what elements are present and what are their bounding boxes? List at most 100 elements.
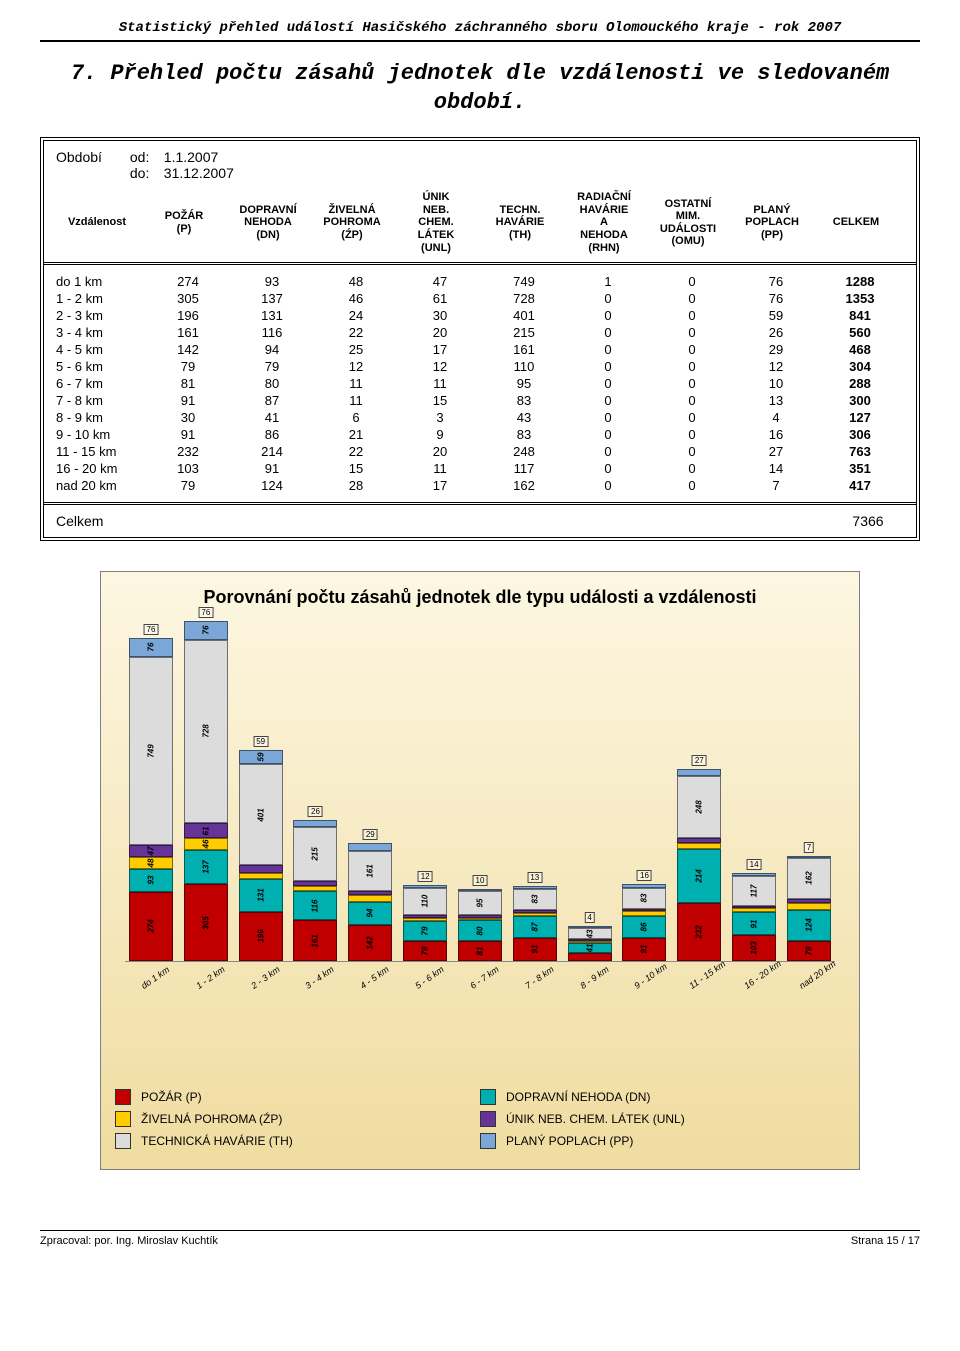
table-total-row: Celkem 7366: [44, 505, 916, 537]
row-cell: 110: [482, 359, 566, 374]
row-cell: 10: [734, 376, 818, 391]
row-cell: 14: [734, 461, 818, 476]
chart-bar-segment: 728: [184, 640, 228, 823]
row-cell: 0: [566, 291, 650, 306]
row-cell: 17: [398, 342, 482, 357]
row-cell: 12: [398, 359, 482, 374]
page-header: Statistický přehled událostí Hasičského …: [40, 20, 920, 42]
chart-segment-label: 94: [366, 909, 375, 918]
period-to-label: do:: [130, 165, 160, 181]
chart-top-label: 76: [198, 607, 213, 618]
row-cell: 91: [230, 461, 314, 476]
chart-bar-segment: 47: [129, 845, 173, 857]
row-label: 1 - 2 km: [52, 291, 146, 306]
chart-title: Porovnání počtu zásahů jednotek dle typu…: [115, 586, 845, 609]
row-cell: 61: [398, 291, 482, 306]
chart-xlabels: do 1 km1 - 2 km2 - 3 km3 - 4 km4 - 5 km5…: [125, 968, 835, 996]
chart-bar-segment: 749: [129, 657, 173, 845]
chart-top-label: 13: [527, 872, 542, 883]
chart-bar-segment: [568, 926, 612, 928]
chart-segment-label: 232: [695, 925, 704, 938]
chart-bar-segment: [293, 886, 337, 892]
row-cell: 11: [398, 461, 482, 476]
row-cell: 215: [482, 325, 566, 340]
chart-segment-label: 86: [640, 923, 649, 932]
legend-label: ŽIVELNÁ POHROMA (ŹP): [141, 1112, 282, 1126]
chart-segment-label: 110: [421, 895, 430, 908]
period-to: 31.12.2007: [164, 165, 234, 181]
row-cell: 162: [482, 478, 566, 493]
row-cell: 0: [650, 461, 734, 476]
chart-top-label: 16: [637, 870, 652, 881]
chart-top-label: 76: [144, 624, 159, 635]
row-cell: 9: [398, 427, 482, 442]
row-cell: 12: [314, 359, 398, 374]
row-cell: 0: [566, 427, 650, 442]
period-block: Období od: 1.1.2007 do: 31.12.2007: [44, 141, 916, 185]
row-cell: 0: [650, 359, 734, 374]
chart-bar-segment: 61: [184, 823, 228, 838]
row-cell: 26: [734, 325, 818, 340]
chart-bar-segment: 59: [239, 750, 283, 765]
chart-bar-segment: [568, 941, 612, 943]
chart-segment-label: 83: [530, 895, 539, 904]
chart-bar-segment: 76: [129, 638, 173, 657]
row-cell: 137: [230, 291, 314, 306]
row-cell: 81: [146, 376, 230, 391]
chart-bar-segment: 93: [129, 869, 173, 892]
row-cell: 79: [146, 478, 230, 493]
chart-segment-label: 137: [201, 860, 210, 873]
chart-segment-label: 83: [640, 894, 649, 903]
chart-segment-label: 59: [256, 753, 265, 762]
row-cell: 86: [230, 427, 314, 442]
row-cell: 94: [230, 342, 314, 357]
row-cell: 0: [566, 461, 650, 476]
row-cell: 0: [650, 325, 734, 340]
table-row: 9 - 10 km9186219830016306: [52, 426, 908, 443]
chart-bar-segment: [239, 873, 283, 879]
row-label: nad 20 km: [52, 478, 146, 493]
page-footer: Zpracoval: por. Ing. Miroslav Kuchtík St…: [40, 1230, 920, 1247]
chart-bar-segment: 248: [677, 776, 721, 838]
row-cell: 59: [734, 308, 818, 323]
row-cell: 20: [398, 444, 482, 459]
chart-segment-label: 87: [530, 923, 539, 932]
row-cell: 43: [482, 410, 566, 425]
chart-segment-label: 93: [147, 876, 156, 885]
chart-bar-segment: [513, 913, 557, 916]
table-row: 11 - 15 km23221422202480027763: [52, 443, 908, 460]
legend-item: DOPRAVNÍ NEHODA (DN): [480, 1089, 845, 1105]
legend-label: TECHNICKÁ HAVÁRIE (TH): [141, 1134, 293, 1148]
row-label: 2 - 3 km: [52, 308, 146, 323]
table-row: nad 20 km791242817162007417: [52, 477, 908, 494]
chart-top-label: 7: [804, 842, 814, 853]
row-cell: 124: [230, 478, 314, 493]
table-row: 6 - 7 km81801111950010288: [52, 375, 908, 392]
chart-bar-column: 1961314015959: [239, 750, 283, 961]
row-cell: 46: [314, 291, 398, 306]
legend-label: ÚNIK NEB. CHEM. LÁTEK (UNL): [506, 1112, 685, 1126]
chart-bar-segment: [239, 865, 283, 873]
row-cell: 417: [818, 478, 902, 493]
chart-bar-segment: [293, 881, 337, 886]
chart-bar-segment: [622, 909, 666, 911]
main-table-frame: Období od: 1.1.2007 do: 31.12.2007 Vzdál…: [40, 137, 920, 541]
row-cell: 30: [398, 308, 482, 323]
row-cell: 15: [314, 461, 398, 476]
chart-segment-label: 95: [475, 899, 484, 908]
row-cell: 11: [398, 376, 482, 391]
row-cell: 83: [482, 427, 566, 442]
row-cell: 21: [314, 427, 398, 442]
row-cell: 79: [146, 359, 230, 374]
legend-swatch: [480, 1133, 496, 1149]
chart-bar-segment: 87: [513, 916, 557, 938]
row-cell: 749: [482, 274, 566, 289]
table-row: 2 - 3 km19613124304010059841: [52, 307, 908, 324]
chart-top-label: 14: [747, 859, 762, 870]
chart-bar-column: 1429416129: [348, 843, 392, 961]
row-cell: 0: [650, 274, 734, 289]
chart-bar-segment: [513, 886, 557, 889]
chart-segment-label: 161: [311, 934, 320, 947]
row-label: 7 - 8 km: [52, 393, 146, 408]
chart-bar-segment: [403, 918, 447, 921]
